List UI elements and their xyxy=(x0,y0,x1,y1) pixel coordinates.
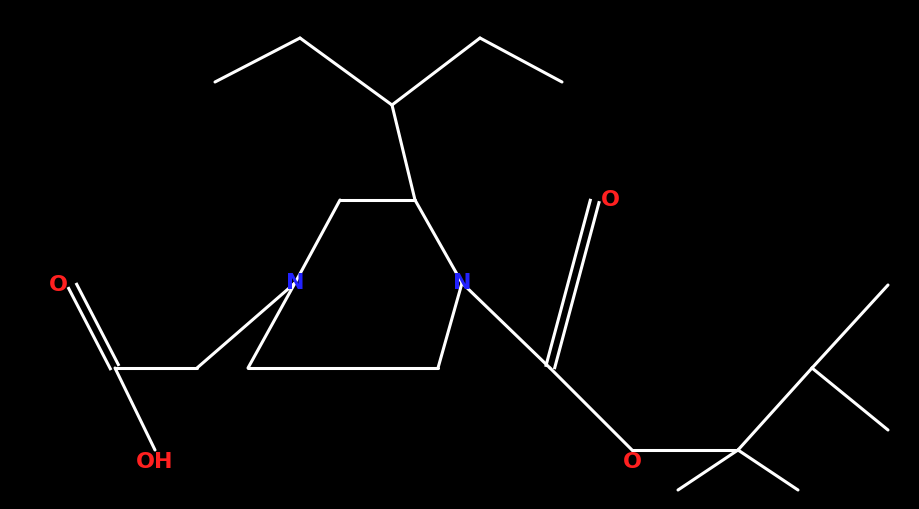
Text: O: O xyxy=(49,275,67,295)
Text: N: N xyxy=(453,273,471,293)
Text: OH: OH xyxy=(136,452,174,472)
Text: O: O xyxy=(600,190,619,210)
Text: O: O xyxy=(622,452,641,472)
Text: N: N xyxy=(286,273,304,293)
